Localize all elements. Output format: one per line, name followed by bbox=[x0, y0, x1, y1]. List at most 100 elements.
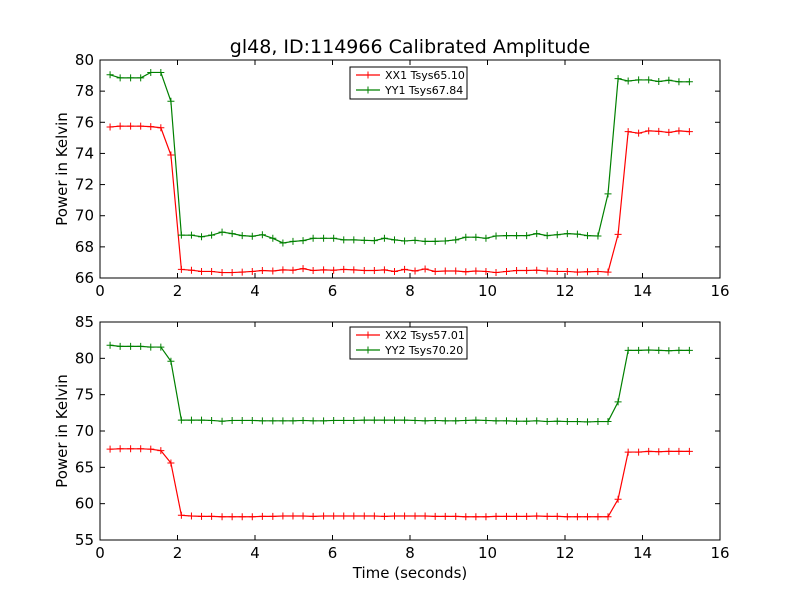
data-point bbox=[258, 231, 266, 239]
data-point bbox=[563, 513, 571, 521]
data-point bbox=[645, 447, 653, 455]
data-point bbox=[583, 268, 591, 276]
y-tick-label: 76 bbox=[75, 113, 94, 131]
data-point bbox=[137, 122, 145, 130]
data-point bbox=[228, 269, 236, 277]
data-point bbox=[218, 228, 226, 236]
data-point bbox=[431, 267, 439, 275]
data-point bbox=[421, 512, 429, 520]
data-point bbox=[238, 513, 246, 521]
data-point bbox=[330, 266, 338, 274]
x-tick-label: 14 bbox=[633, 282, 652, 300]
data-point bbox=[157, 124, 165, 132]
data-point bbox=[127, 445, 135, 453]
data-point bbox=[563, 230, 571, 238]
data-point bbox=[309, 417, 317, 425]
data-point bbox=[492, 232, 500, 240]
data-point bbox=[411, 512, 419, 520]
data-point bbox=[645, 346, 653, 354]
data-point bbox=[482, 267, 490, 275]
legend-label: YY1 Tsys67.84 bbox=[384, 84, 463, 97]
y-tick-label: 70 bbox=[75, 422, 94, 440]
y-tick-label: 55 bbox=[75, 531, 94, 549]
data-point bbox=[553, 267, 561, 275]
x-tick-label: 16 bbox=[710, 544, 729, 562]
data-point bbox=[441, 237, 449, 245]
legend: XX2 Tsys57.01 YY2 Tsys70.20 bbox=[349, 326, 468, 360]
y-axis-label: Power in Kelvin bbox=[53, 374, 71, 488]
data-point bbox=[401, 512, 409, 520]
data-point bbox=[340, 265, 348, 273]
data-point bbox=[655, 448, 663, 456]
data-point bbox=[533, 266, 541, 274]
legend-marker bbox=[364, 331, 372, 339]
series-line bbox=[109, 71, 690, 244]
data-point bbox=[583, 232, 591, 240]
data-point bbox=[208, 512, 216, 520]
data-point bbox=[513, 417, 521, 425]
data-point bbox=[340, 236, 348, 244]
legend-label: XX1 Tsys65.10 bbox=[385, 69, 465, 82]
data-point bbox=[513, 267, 521, 275]
data-point bbox=[370, 267, 378, 275]
series-line bbox=[110, 125, 690, 274]
data-point bbox=[198, 267, 206, 275]
data-point bbox=[380, 416, 388, 424]
data-point bbox=[441, 512, 449, 520]
data-point bbox=[441, 417, 449, 425]
x-tick-label: 0 bbox=[95, 544, 105, 562]
data-point bbox=[157, 68, 165, 76]
data-point bbox=[462, 416, 470, 424]
data-point bbox=[502, 232, 510, 240]
bottom-panel: 0 2 4 6 8 10 12 14 16 55 60 65 70 75 80 85 Power in Kelv… bbox=[53, 313, 730, 582]
data-point bbox=[431, 416, 439, 424]
data-point bbox=[421, 417, 429, 425]
x-tick-label: 2 bbox=[173, 544, 183, 562]
data-point bbox=[452, 512, 460, 520]
data-point bbox=[553, 512, 561, 520]
data-point bbox=[157, 447, 165, 455]
data-point bbox=[116, 74, 124, 82]
x-tick-label: 12 bbox=[555, 282, 574, 300]
data-point bbox=[127, 342, 135, 350]
data-point bbox=[635, 76, 643, 84]
data-point bbox=[340, 416, 348, 424]
data-point bbox=[258, 417, 266, 425]
y-tick-label: 80 bbox=[75, 349, 94, 367]
data-point bbox=[269, 417, 277, 425]
data-point bbox=[187, 266, 195, 274]
data-point bbox=[279, 512, 287, 520]
data-point bbox=[543, 232, 551, 240]
data-point bbox=[472, 267, 480, 275]
y-axis-label: Power in Kelvin bbox=[53, 112, 71, 226]
data-point bbox=[106, 445, 114, 453]
data-point bbox=[675, 346, 683, 354]
data-point bbox=[116, 342, 124, 350]
data-point bbox=[187, 416, 195, 424]
data-point bbox=[360, 236, 368, 244]
data-point bbox=[614, 75, 622, 83]
data-point bbox=[452, 267, 460, 275]
data-point bbox=[624, 346, 632, 354]
data-point bbox=[258, 512, 266, 520]
x-tick-label: 4 bbox=[250, 544, 260, 562]
y-tick-label: 80 bbox=[75, 51, 94, 69]
data-point bbox=[583, 513, 591, 521]
data-point bbox=[360, 416, 368, 424]
y-tick-label: 74 bbox=[75, 144, 94, 162]
data-point bbox=[624, 448, 632, 456]
data-point bbox=[543, 267, 551, 275]
data-point bbox=[127, 74, 135, 82]
data-point bbox=[604, 190, 612, 198]
data-point bbox=[502, 417, 510, 425]
data-point bbox=[218, 269, 226, 277]
data-point bbox=[167, 97, 175, 105]
data-point bbox=[127, 122, 135, 130]
data-point bbox=[147, 343, 155, 351]
data-point bbox=[279, 239, 287, 247]
data-point bbox=[137, 74, 145, 82]
data-point bbox=[411, 236, 419, 244]
series-yy-group bbox=[106, 68, 693, 247]
